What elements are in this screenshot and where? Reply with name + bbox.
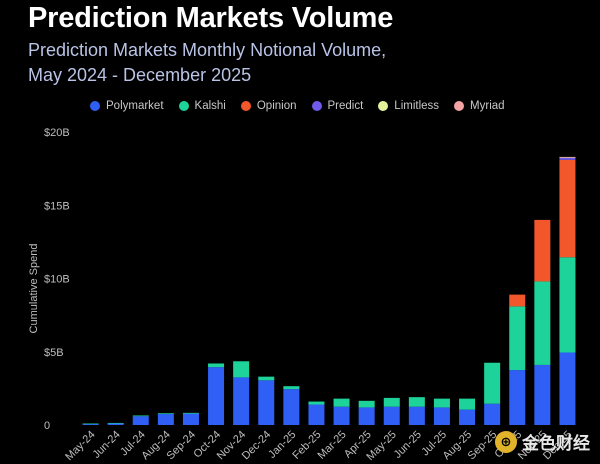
chart-subtitle: Prediction Markets Monthly Notional Volu… [28, 38, 498, 88]
bar-polymarket-nov-25 [534, 364, 551, 425]
bar-kalshi-dec-24 [258, 376, 275, 381]
bar-polymarket-may-24 [82, 423, 99, 425]
legend-item-myriad: Myriad [454, 100, 505, 112]
bar-kalshi-sep-24 [182, 412, 199, 414]
subtitle-line-2: May 2024 - December 2025 [28, 65, 252, 85]
bar-kalshi-oct-24 [208, 363, 225, 368]
bar-polymarket-aug-25 [459, 409, 476, 425]
x-tick-label: Mar-25 [316, 429, 349, 462]
bar-kalshi-aug-25 [459, 398, 476, 410]
bar-polymarket-dec-25 [559, 352, 576, 425]
bar-polymarket-jul-25 [433, 407, 450, 425]
y-axis-label: Cumulative Spend [28, 244, 40, 334]
y-tick-label: $15B [44, 200, 70, 212]
bar-kalshi-jan-25 [283, 386, 300, 390]
bar-kalshi-jul-25 [433, 398, 450, 408]
watermark-text: 金色财经 [522, 434, 590, 453]
bar-polymarket-oct-24 [208, 367, 225, 425]
bar-polymarket-jan-25 [283, 389, 300, 425]
legend-label-kalshi: Kalshi [194, 100, 226, 112]
legend-swatch-predict [311, 101, 322, 111]
x-tick-label: Jun-24 [90, 429, 122, 461]
legend-label-polymarket: Polymarket [106, 100, 164, 112]
bar-kalshi-may-24 [82, 423, 99, 425]
bar-opinion-oct-25 [509, 294, 526, 307]
bar-polymarket-nov-24 [233, 377, 250, 425]
bar-kalshi-jun-25 [408, 397, 425, 407]
bar-polymarket-aug-24 [157, 414, 174, 425]
y-tick-label: $10B [44, 274, 70, 286]
bar-kalshi-dec-25 [559, 257, 576, 353]
bar-polymarket-may-25 [383, 406, 400, 425]
bar-kalshi-jun-24 [107, 422, 124, 424]
bar-predict-dec-25 [559, 157, 576, 160]
legend-swatch-polymarket [90, 101, 100, 111]
x-tick-label: Jun-25 [392, 429, 424, 461]
y-tick-label: 0 [44, 420, 50, 432]
legend-swatch-opinion [240, 101, 251, 111]
x-tick-label: Sep-24 [164, 429, 198, 463]
bar-polymarket-feb-25 [308, 404, 325, 425]
legend-label-limitless: Limitless [394, 100, 440, 112]
subtitle-line-1: Prediction Markets Monthly Notional Volu… [28, 40, 387, 60]
x-tick-label: May-24 [63, 429, 97, 463]
bar-polymarket-dec-24 [258, 380, 275, 425]
legend-item-opinion: Opinion [240, 100, 297, 112]
bar-opinion-nov-25 [534, 219, 551, 282]
y-tick-label: $20B [44, 127, 70, 139]
bar-kalshi-mar-25 [333, 398, 350, 407]
bar-polymarket-apr-25 [358, 407, 375, 425]
bar-polymarket-oct-25 [509, 370, 526, 425]
bar-myriad-dec-25 [559, 156, 576, 158]
bar-polymarket-sep-24 [182, 413, 199, 425]
legend-swatch-myriad [454, 101, 465, 111]
legend-item-limitless: Limitless [378, 100, 439, 112]
watermark: ⊕ 金色财经 [495, 429, 590, 454]
bar-kalshi-nov-25 [534, 281, 551, 365]
x-tick-label: Dec-24 [240, 429, 274, 463]
watermark-logo-icon: ⊕ [495, 430, 517, 453]
bar-polymarket-sep-25 [484, 403, 501, 425]
bar-kalshi-apr-25 [358, 400, 375, 408]
bar-kalshi-feb-25 [308, 401, 325, 405]
bar-kalshi-oct-25 [509, 306, 526, 371]
legend-item-polymarket: Polymarket [90, 100, 164, 112]
bar-kalshi-may-25 [383, 397, 400, 407]
legend-label-predict: Predict [327, 100, 364, 112]
bar-opinion-dec-25 [559, 159, 576, 258]
legend-item-predict: Predict [311, 100, 364, 112]
bar-kalshi-sep-25 [484, 362, 501, 404]
bar-polymarket-mar-25 [333, 406, 350, 425]
legend-label-opinion: Opinion [256, 100, 297, 112]
legend-swatch-limitless [378, 101, 389, 111]
legend-swatch-kalshi [178, 101, 189, 111]
bar-kalshi-jul-24 [132, 415, 149, 417]
legend-item-kalshi: Kalshi [178, 100, 226, 112]
bar-kalshi-aug-24 [157, 413, 174, 415]
bar-kalshi-nov-24 [233, 361, 250, 378]
bar-polymarket-jun-24 [107, 423, 124, 425]
legend-label-myriad: Myriad [470, 100, 505, 112]
chart-title: Prediction Markets Volume [28, 2, 394, 34]
bar-polymarket-jul-24 [132, 416, 149, 425]
y-tick-label: $5B [44, 347, 64, 359]
chart-legend: Polymarket Kalshi Opinion Predict Limitless M… [90, 100, 505, 112]
bar-polymarket-jun-25 [408, 406, 425, 425]
